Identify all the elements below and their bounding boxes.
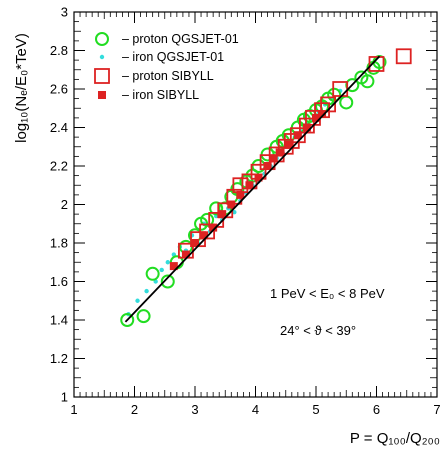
x-tick-label: 6: [373, 402, 380, 417]
x-tick-label: 2: [131, 402, 138, 417]
proton-qgsjet-point: [160, 274, 175, 289]
y-tick-label: 1: [61, 390, 68, 405]
iron-sibyll-point: [284, 140, 293, 149]
y-tick-label: 1.6: [50, 274, 68, 289]
proton-qgsjet-point: [345, 78, 360, 93]
legend-marker-proton-qgsjet: [95, 32, 109, 46]
y-tick-label: 2: [61, 197, 68, 212]
iron-sibyll-point: [302, 123, 311, 132]
iron-sibyll-point: [269, 154, 278, 163]
legend-label-iron-sibyll: – iron SIBYLL: [122, 88, 199, 102]
x-tick-label: 1: [70, 402, 77, 417]
energy-range-annotation: 1 PeV < E₀ < 8 PeV: [270, 286, 385, 301]
proton-qgsjet-point: [120, 313, 135, 327]
y-tick-label: 2.6: [50, 82, 68, 97]
iron-sibyll-point: [191, 239, 199, 247]
proton-qgsjet-point: [136, 309, 151, 324]
proton-sibyll-point: [320, 96, 337, 113]
legend-marker-iron-qgsjet: [99, 54, 105, 60]
x-tick-label: 5: [312, 402, 319, 417]
iron-qgsjet-point: [232, 210, 237, 215]
y-tick-label: 1.4: [50, 313, 68, 328]
iron-qgsjet-point: [159, 267, 164, 273]
legend-marker-iron-sibyll: [98, 91, 106, 99]
iron-sibyll-point: [181, 250, 190, 259]
proton-sibyll-point: [368, 56, 385, 72]
y-tick-label: 2.4: [50, 120, 68, 135]
y-axis-title: log₁₀(Nₑ/E₀*TeV): [13, 33, 30, 143]
iron-sibyll-point: [169, 262, 178, 271]
legend-marker-proton-sibyll: [94, 68, 110, 84]
y-tick-label: 3: [61, 5, 68, 20]
proton-sibyll-point: [199, 223, 216, 240]
proton-qgsjet-point: [200, 212, 215, 227]
iron-sibyll-point: [293, 131, 302, 140]
legend-label-proton-sibyll: – proton SIBYLL: [122, 69, 214, 83]
y-tick-label: 2.2: [50, 159, 68, 174]
y-tick-label: 2.8: [50, 43, 68, 58]
proton-qgsjet-point: [251, 159, 266, 173]
x-axis-title: P = Q₁₀₀/Q₂₀₀: [350, 430, 440, 447]
iron-sibyll-point: [318, 110, 327, 119]
zenith-range-annotation: 24° < ϑ < 39°: [280, 323, 356, 338]
iron-sibyll-point: [263, 162, 272, 170]
legend-label-iron-qgsjet: – iron QGSJET-01: [122, 50, 224, 64]
proton-sibyll-point: [226, 188, 243, 205]
proton-sibyll-point: [250, 163, 267, 180]
proton-qgsjet-point: [327, 87, 342, 102]
axis-ticks: 1 2 3 4 5 6 7 1 1.2 1.4 1.6 1.8 2 2.2 2.4 2.6 2.8 3: [50, 5, 441, 418]
iron-qgsjet-point: [165, 260, 170, 265]
proton-sibyll-point: [241, 173, 258, 190]
proton-sibyll-point: [395, 48, 412, 65]
proton-qgsjet-point: [145, 266, 160, 281]
y-tick-label: 1.8: [50, 236, 68, 251]
proton-qgsjet-point: [209, 201, 224, 216]
iron-sibyll-point: [245, 181, 254, 190]
iron-sibyll-point: [218, 210, 227, 219]
y-tick-label: 1.2: [50, 351, 68, 366]
legend: – proton QGSJET-01 – iron QGSJET-01 – pr…: [94, 32, 239, 102]
iron-sibyll-point: [200, 231, 209, 240]
proton-sibyll-point: [232, 177, 249, 194]
iron-qgsjet-point: [135, 298, 140, 303]
proton-qgsjet-point: [360, 74, 375, 89]
x-tick-label: 4: [252, 402, 259, 417]
fit-line: [124, 55, 381, 323]
iron-qgsjet-point: [144, 288, 149, 294]
x-tick-label: 3: [191, 402, 198, 417]
iron-sibyll-point: [236, 190, 245, 199]
legend-label-proton-qgsjet: – proton QGSJET-01: [122, 32, 239, 46]
iron-sibyll-point: [254, 173, 263, 182]
iron-sibyll-point: [275, 148, 284, 157]
data-marks: [120, 48, 412, 327]
x-tick-label: 7: [433, 402, 440, 417]
proton-qgsjet-point: [339, 95, 354, 110]
